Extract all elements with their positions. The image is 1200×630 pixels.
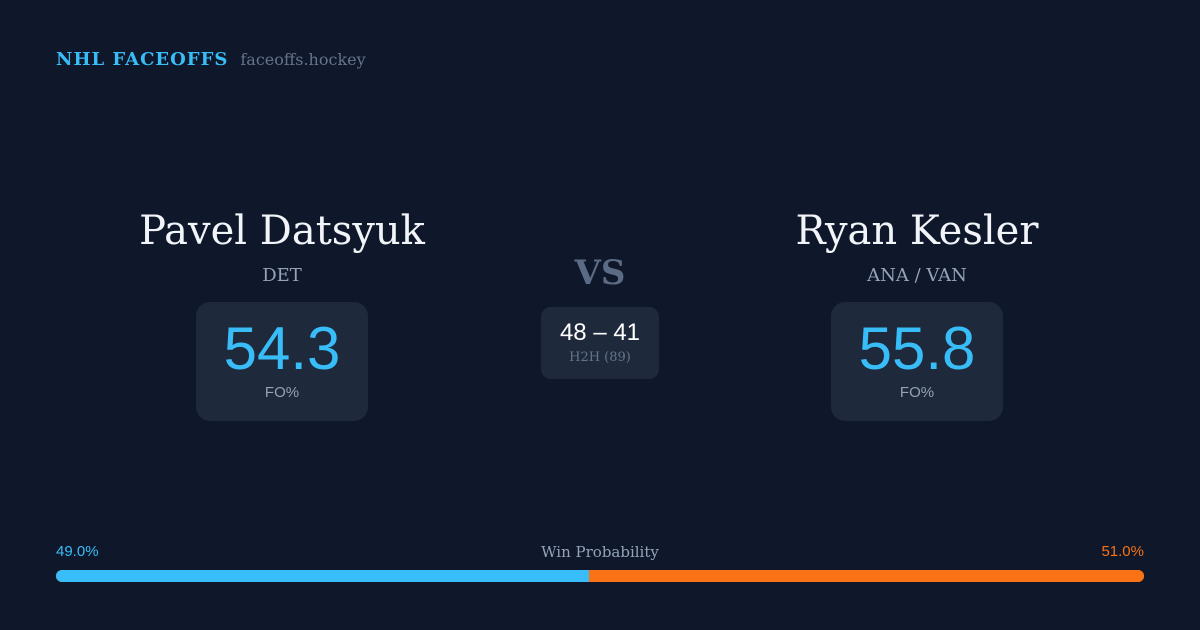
fo-card: 55.8 FO% [831, 302, 1003, 421]
player-team: DET [262, 265, 302, 286]
vs-label: VS [574, 253, 626, 293]
h2h-score: 48 – 41 [559, 319, 641, 346]
player-left: Pavel Datsyuk DET 54.3 FO% [82, 205, 482, 421]
win-probability-title: Win Probability [541, 543, 659, 561]
player-right: Ryan Kesler ANA / VAN 55.8 FO% [717, 205, 1117, 421]
fo-label: FO% [264, 384, 300, 401]
win-probability-right: 51.0% [1101, 543, 1144, 560]
site-url: faceoffs.hockey [240, 50, 366, 69]
win-probability-left: 49.0% [56, 543, 99, 560]
h2h-card: 48 – 41 H2H (89) [541, 307, 659, 379]
fo-percentage: 54.3 [223, 315, 341, 382]
fo-card: 54.3 FO% [196, 302, 368, 421]
win-probability-left-fill [56, 570, 590, 582]
fo-percentage: 55.8 [858, 315, 976, 382]
fo-label: FO% [899, 384, 935, 401]
player-team: ANA / VAN [867, 265, 967, 286]
brand-header: NHL FACEOFFS faceoffs.hockey [56, 49, 366, 70]
player-name: Pavel Datsyuk [139, 208, 425, 254]
h2h-label: H2H (89) [569, 350, 631, 365]
brand-name: NHL FACEOFFS [56, 49, 229, 70]
player-name: Ryan Kesler [795, 208, 1039, 254]
win-probability-right-fill [589, 570, 1144, 582]
win-probability-bar [56, 570, 1144, 582]
